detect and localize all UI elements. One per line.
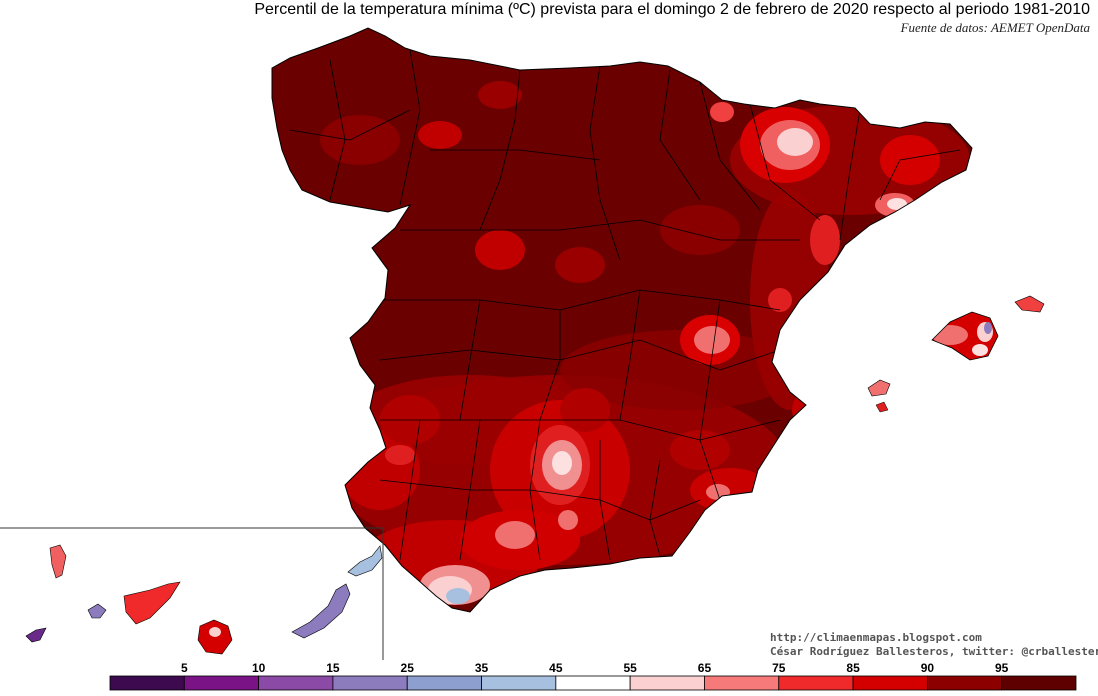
blog-credit: http://climaenmapas.blogspot.com [770,631,982,644]
legend-tick-label: 75 [772,661,786,675]
percentile-map [0,27,1045,660]
legend-color-box [258,675,334,691]
legend-color-box [629,675,705,691]
legend-tick-label: 65 [698,661,712,675]
legend-tick-label: 55 [623,661,637,675]
la-gomera [87,603,107,619]
legend-color-box [406,675,482,691]
lanzarote [347,545,383,577]
fuerteventura [291,583,351,639]
data-source-note: Fuente de datos: AEMET OpenData [900,20,1090,35]
legend-color-box [109,675,185,691]
legend-color-box [704,675,780,691]
legend-tick-label: 10 [252,661,266,675]
legend-color-box [926,675,1003,691]
legend-tick-label: 95 [995,661,1009,675]
legend-tick-label: 45 [549,661,563,675]
legend-tick-label: 5 [181,661,188,675]
legend-tick-label: 90 [921,661,935,675]
legend-color-box [183,675,260,691]
la-palma [49,544,67,579]
legend-color-box [1001,675,1077,691]
map-title: Percentil de la temperatura mínima (ºC) … [254,1,1090,18]
mallorca [931,311,999,361]
legend-tick-label: 35 [475,661,489,675]
legend-color-box [481,675,557,691]
canary-islands-inset [0,527,384,660]
ibiza [867,379,891,397]
percentile-colorbar: 5 10 15 25 35 45 55 65 75 85 90 95 [109,661,1077,691]
el-hierro [25,627,47,643]
legend-tick-label: 15 [326,661,340,675]
formentera [875,401,889,413]
legend-color-box [555,675,631,691]
menorca [1014,295,1045,313]
balearic-islands [867,295,1045,413]
peninsula-region [271,27,973,613]
legend-color-box [332,675,408,691]
province-borders [289,49,961,561]
author-credit: César Rodríguez Ballesteros, twitter: @c… [770,645,1098,658]
legend-color-box [852,675,928,691]
legend-color-box [778,675,854,691]
legend-tick-label: 85 [846,661,860,675]
legend-tick-label: 25 [401,661,415,675]
tenerife [123,581,181,625]
